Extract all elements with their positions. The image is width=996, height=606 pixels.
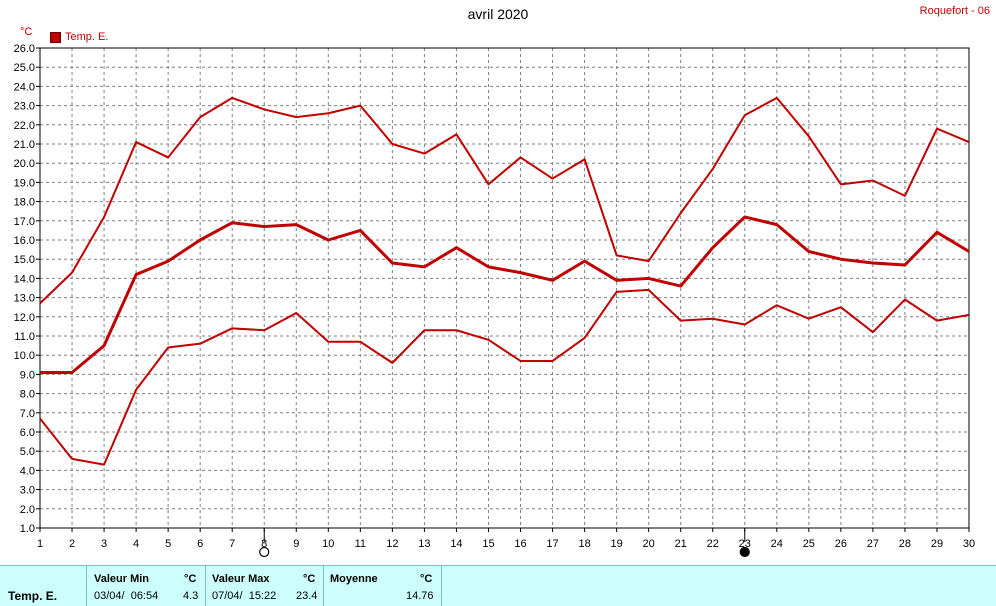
stats-footer: Temp. E. Valeur Min °C 03/04/ 06:54 4.3 … bbox=[0, 565, 996, 606]
x-tick-label: 6 bbox=[197, 538, 203, 550]
mean-value: 14.76 bbox=[406, 590, 434, 602]
x-tick-label: 17 bbox=[546, 538, 558, 550]
max-header: Valeur Max bbox=[212, 573, 270, 585]
series-line-min bbox=[39, 288, 970, 466]
x-tick-label: 28 bbox=[899, 538, 911, 550]
footer-max-cell: Valeur Max °C 07/04/ 15:22 23.4 bbox=[206, 566, 324, 606]
y-tick-label: 8.0 bbox=[20, 389, 35, 401]
grid bbox=[40, 48, 969, 528]
mean-header: Moyenne bbox=[330, 573, 378, 585]
full-moon-icon bbox=[259, 546, 270, 558]
x-tick-label: 4 bbox=[133, 538, 139, 550]
x-tick-label: 15 bbox=[482, 538, 494, 550]
moon-phases bbox=[259, 528, 750, 558]
footer-series-name: Temp. E. bbox=[8, 589, 58, 603]
y-tick-label: 25.0 bbox=[14, 62, 35, 74]
x-tick-label: 20 bbox=[643, 538, 655, 550]
x-tick-label: 2 bbox=[69, 538, 75, 550]
x-tick-label: 3 bbox=[101, 538, 107, 550]
y-tick-label: 20.0 bbox=[14, 158, 35, 170]
new-moon-icon bbox=[739, 546, 750, 558]
mean-unit: °C bbox=[420, 573, 433, 585]
x-tick-label: 14 bbox=[450, 538, 462, 550]
min-date: 03/04/ 06:54 bbox=[94, 590, 159, 602]
max-value: 23.4 bbox=[296, 590, 318, 602]
y-tick-label: 14.0 bbox=[14, 273, 35, 285]
min-value: 4.3 bbox=[183, 590, 199, 602]
chart-title: avril 2020 bbox=[467, 6, 529, 22]
footer-mean-cell: Moyenne °C 14.76 bbox=[324, 566, 442, 606]
x-tick-label: 9 bbox=[293, 538, 299, 550]
x-tick-label: 19 bbox=[610, 538, 622, 550]
footer-min-cell: Valeur Min °C 03/04/ 06:54 4.3 bbox=[87, 566, 206, 606]
y-tick-label: 1.0 bbox=[20, 523, 35, 535]
x-tick-label: 12 bbox=[386, 538, 398, 550]
station-name: Roquefort - 06 bbox=[919, 5, 990, 17]
y-tick-label: 19.0 bbox=[14, 177, 35, 189]
y-tick-label: 26.0 bbox=[14, 43, 35, 55]
axes bbox=[36, 47, 970, 532]
x-tick-label: 27 bbox=[867, 538, 879, 550]
y-tick-label: 13.0 bbox=[14, 293, 35, 305]
y-tick-label: 7.0 bbox=[20, 408, 35, 420]
temperature-chart: 1.0 2.0 3.0 4.0 5.0 6.0 7.0 8.0 9.0 10.0 11.0 12.0 1… bbox=[14, 43, 975, 558]
max-date: 07/04/ 15:22 bbox=[212, 590, 277, 602]
x-tick-label: 1 bbox=[37, 538, 43, 550]
series-line-mean bbox=[40, 215, 970, 374]
x-tick-label: 5 bbox=[165, 538, 171, 550]
y-tick-label: 11.0 bbox=[14, 331, 35, 343]
y-tick-label: 5.0 bbox=[20, 446, 35, 458]
x-tick-label: 11 bbox=[355, 538, 366, 550]
x-tick-label: 8 bbox=[261, 538, 267, 550]
y-tick-label: 21.0 bbox=[14, 139, 35, 151]
min-unit: °C bbox=[184, 573, 197, 585]
y-tick-label: 24.0 bbox=[14, 81, 35, 93]
series-line-max bbox=[39, 96, 970, 305]
x-tick-label: 26 bbox=[835, 538, 847, 550]
x-tick-label: 21 bbox=[675, 538, 687, 550]
min-header: Valeur Min bbox=[94, 573, 150, 585]
x-tick-label: 7 bbox=[229, 538, 235, 550]
legend: Temp. E. bbox=[50, 31, 108, 43]
plot-frame bbox=[39, 47, 970, 529]
x-tick-label: 13 bbox=[418, 538, 430, 550]
footer-series-cell: Temp. E. bbox=[0, 566, 87, 606]
y-tick-label: 17.0 bbox=[14, 216, 35, 228]
y-tick-label: 3.0 bbox=[20, 485, 35, 497]
y-tick-label: 15.0 bbox=[14, 254, 35, 266]
y-tick-label: 2.0 bbox=[20, 504, 35, 516]
y-axis-unit: °C bbox=[20, 26, 33, 38]
y-tick-labels: 1.0 2.0 3.0 4.0 5.0 6.0 7.0 8.0 9.0 10.0 11.0 12.0 1… bbox=[14, 43, 35, 535]
x-tick-label: 25 bbox=[803, 538, 815, 550]
x-tick-labels: 1 2 3 4 5 6 7 8 9 10 11 12 13 14 15 16 17 18 19 20 21 22 23 24 2… bbox=[37, 538, 975, 550]
legend-swatch bbox=[50, 31, 61, 43]
x-tick-label: 16 bbox=[514, 538, 526, 550]
x-tick-label: 10 bbox=[322, 538, 334, 550]
series-lines bbox=[39, 96, 970, 466]
y-tick-label: 22.0 bbox=[14, 120, 35, 132]
y-tick-label: 9.0 bbox=[20, 369, 35, 381]
x-tick-label: 18 bbox=[578, 538, 590, 550]
y-tick-label: 4.0 bbox=[20, 465, 35, 477]
x-tick-label: 30 bbox=[963, 538, 975, 550]
y-tick-label: 12.0 bbox=[14, 312, 35, 324]
x-tick-label: 24 bbox=[771, 538, 783, 550]
legend-label: Temp. E. bbox=[65, 31, 109, 43]
y-tick-label: 16.0 bbox=[14, 235, 35, 247]
y-tick-label: 23.0 bbox=[14, 101, 35, 113]
max-unit: °C bbox=[303, 573, 316, 585]
y-tick-label: 10.0 bbox=[14, 350, 35, 362]
y-tick-label: 6.0 bbox=[20, 427, 35, 439]
x-tick-label: 22 bbox=[707, 538, 719, 550]
x-tick-label: 23 bbox=[739, 538, 751, 550]
y-tick-label: 18.0 bbox=[14, 197, 35, 209]
x-tick-label: 29 bbox=[931, 538, 943, 550]
